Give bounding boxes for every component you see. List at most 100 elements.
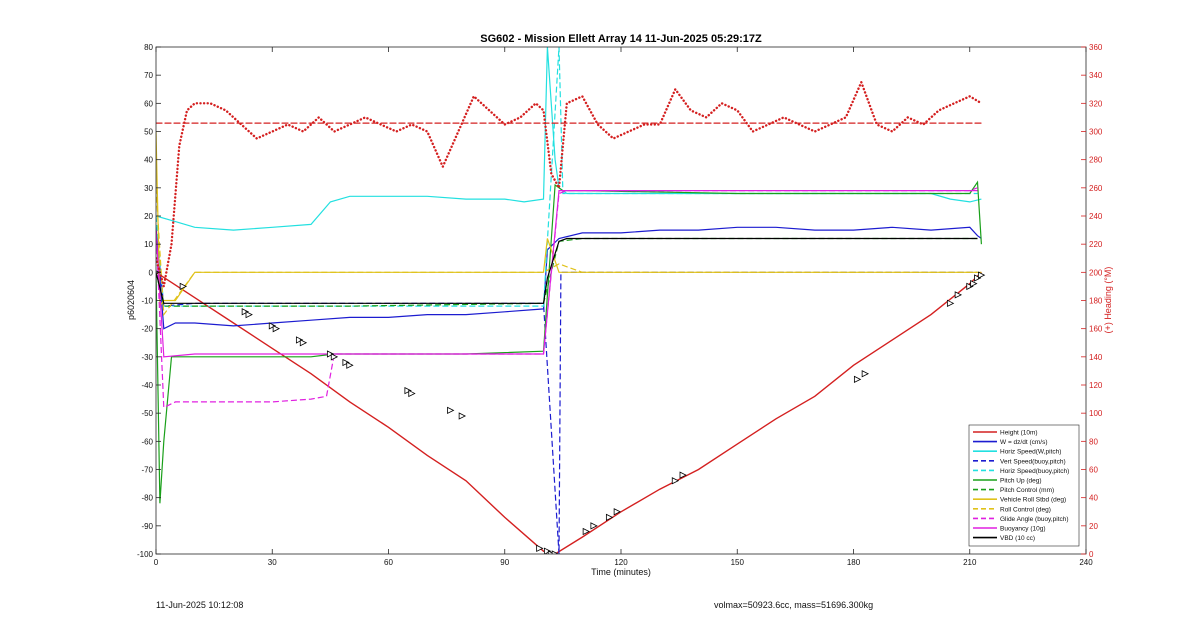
legend-label-vert-speed-buoy-pitch: Vert Speed(buoy,pitch) [1000, 458, 1066, 465]
dive-marker [977, 271, 986, 279]
dive-marker [268, 322, 277, 330]
footer-mass-info: volmax=50923.6cc, mass=51696.300kg [714, 600, 874, 610]
y-right-tick-label: 120 [1089, 381, 1103, 390]
x-tick-label: 150 [731, 558, 745, 567]
dive-marker [330, 353, 339, 361]
dive-marker [974, 274, 982, 282]
dive-marker [299, 339, 308, 347]
y-tick-label: -40 [141, 381, 153, 390]
dive-marker [582, 527, 591, 536]
legend-label-height-10m: Height (10m) [1000, 430, 1038, 437]
y-tick-label: 80 [144, 43, 153, 52]
y-right-tick-label: 320 [1089, 99, 1103, 108]
y-right-tick-label: 260 [1089, 184, 1103, 193]
y-right-tick-label: 340 [1089, 71, 1103, 80]
y-right-tick-label: 180 [1089, 297, 1103, 306]
y-right-tick-label: 40 [1089, 494, 1098, 503]
y-tick-label: -70 [141, 466, 153, 475]
x-axis-label: Time (minutes) [591, 567, 651, 577]
y-right-tick-label: 240 [1089, 212, 1103, 221]
footer-timestamp: 11-Jun-2025 10:12:08 [156, 600, 244, 610]
dive-marker [853, 375, 862, 384]
y-tick-label: 10 [144, 240, 153, 249]
x-tick-label: 210 [963, 558, 977, 567]
dive-marker [966, 282, 974, 291]
dive-marker [346, 361, 354, 369]
dive-marker [179, 282, 188, 291]
dive-marker [613, 508, 622, 516]
y-tick-label: 30 [144, 184, 153, 193]
y-right-tick-label: 200 [1089, 268, 1103, 277]
y-tick-label: 0 [149, 268, 154, 277]
dive-marker [295, 336, 304, 344]
series-roll-control-deg [156, 187, 978, 317]
y-right-tick-label: 220 [1089, 240, 1103, 249]
y-tick-label: -80 [141, 494, 153, 503]
dive-marker [679, 471, 687, 479]
y-right-tick-label: 140 [1089, 353, 1103, 362]
dive-marker [946, 299, 955, 307]
dive-marker [245, 310, 253, 319]
x-tick-label: 60 [384, 558, 393, 567]
y-right-tick-label: 100 [1089, 409, 1103, 418]
y-tick-label: -20 [141, 325, 153, 334]
series-vert-speed-buoy-pitch [156, 230, 978, 554]
dive-marker [551, 550, 560, 554]
dive-marker [408, 389, 416, 398]
dive-marker [590, 522, 598, 530]
dive-marker [326, 350, 335, 358]
y-right-tick-label: 60 [1089, 466, 1098, 475]
dive-marker [458, 412, 467, 420]
y-tick-label: -100 [137, 550, 154, 559]
y-axis-left: -100-90-80-70-60-50-40-30-20-10010203040… [137, 43, 161, 559]
legend-label-pitch-control-mm: Pitch Control (mm) [1000, 487, 1054, 494]
dive-marker [536, 544, 544, 553]
legend-label-glide-angle-buoy-pitch: Glide Angle (buoy,pitch) [1000, 516, 1069, 523]
y-tick-label: 50 [144, 128, 153, 137]
legend-label-horiz-speed-w-pitch: Horiz Speed(W,pitch) [1000, 449, 1061, 456]
y-tick-label: 40 [144, 156, 153, 165]
legend-label-pitch-up-deg: Pitch Up (deg) [1000, 478, 1042, 485]
y-tick-label: 70 [144, 71, 153, 80]
y-tick-label: 20 [144, 212, 153, 221]
x-tick-label: 240 [1079, 558, 1093, 567]
y-tick-label: -90 [141, 522, 153, 531]
legend-label-vbd-10-cc: VBD (10 cc) [1000, 535, 1035, 542]
x-tick-label: 120 [614, 558, 628, 567]
legend-label-horiz-speed-buoy-pitch: Horiz Speed(buoy,pitch) [1000, 468, 1069, 475]
y-tick-label: 60 [144, 99, 153, 108]
y-tick-label: -50 [141, 409, 153, 418]
dive-marker [543, 547, 552, 554]
legend-label-w-dz-dt-cm-s: W = dz/dt (cm/s) [1000, 439, 1048, 446]
y-right-tick-label: 280 [1089, 156, 1103, 165]
dive-marker [342, 358, 350, 367]
series-layer [156, 47, 983, 554]
y-axis-right: 0 20 40 60 80 100 120 140 160 180 200 220 240 260 280 3… [1081, 43, 1103, 559]
dive-marker [447, 406, 455, 414]
series-vbd-10-cc [156, 237, 978, 304]
y-right-tick-label: 160 [1089, 325, 1103, 334]
legend-label-vehicle-roll-stbd-deg: Vehicle Roll Stbd (deg) [1000, 497, 1066, 504]
x-tick-label: 0 [154, 558, 159, 567]
chart-title: SG602 - Mission Ellett Array 14 11-Jun-2… [480, 33, 762, 45]
y-axis-label: p6020604 [126, 280, 136, 320]
x-tick-label: 180 [847, 558, 861, 567]
y-right-tick-label: 20 [1089, 522, 1098, 531]
y-tick-label: -60 [141, 437, 153, 446]
dive-marker [671, 477, 680, 485]
y-axis-right-label: (+) Heading (°M) [1103, 267, 1113, 334]
y-tick-label: -10 [141, 297, 153, 306]
dive-marker [272, 325, 281, 333]
dive-marker [954, 291, 963, 299]
dive-marker [241, 308, 250, 316]
y-right-tick-label: 360 [1089, 43, 1103, 52]
dive-marker [970, 279, 978, 288]
series-heading [156, 78, 983, 287]
dive-marker [404, 386, 412, 395]
x-tick-label: 30 [268, 558, 277, 567]
y-right-tick-label: 0 [1089, 550, 1094, 559]
legend-label-buoyancy-10g: Buoyancy (10g) [1000, 526, 1046, 533]
dive-marker [861, 370, 870, 378]
series-height-10m [156, 271, 982, 554]
y-right-tick-label: 300 [1089, 128, 1103, 137]
